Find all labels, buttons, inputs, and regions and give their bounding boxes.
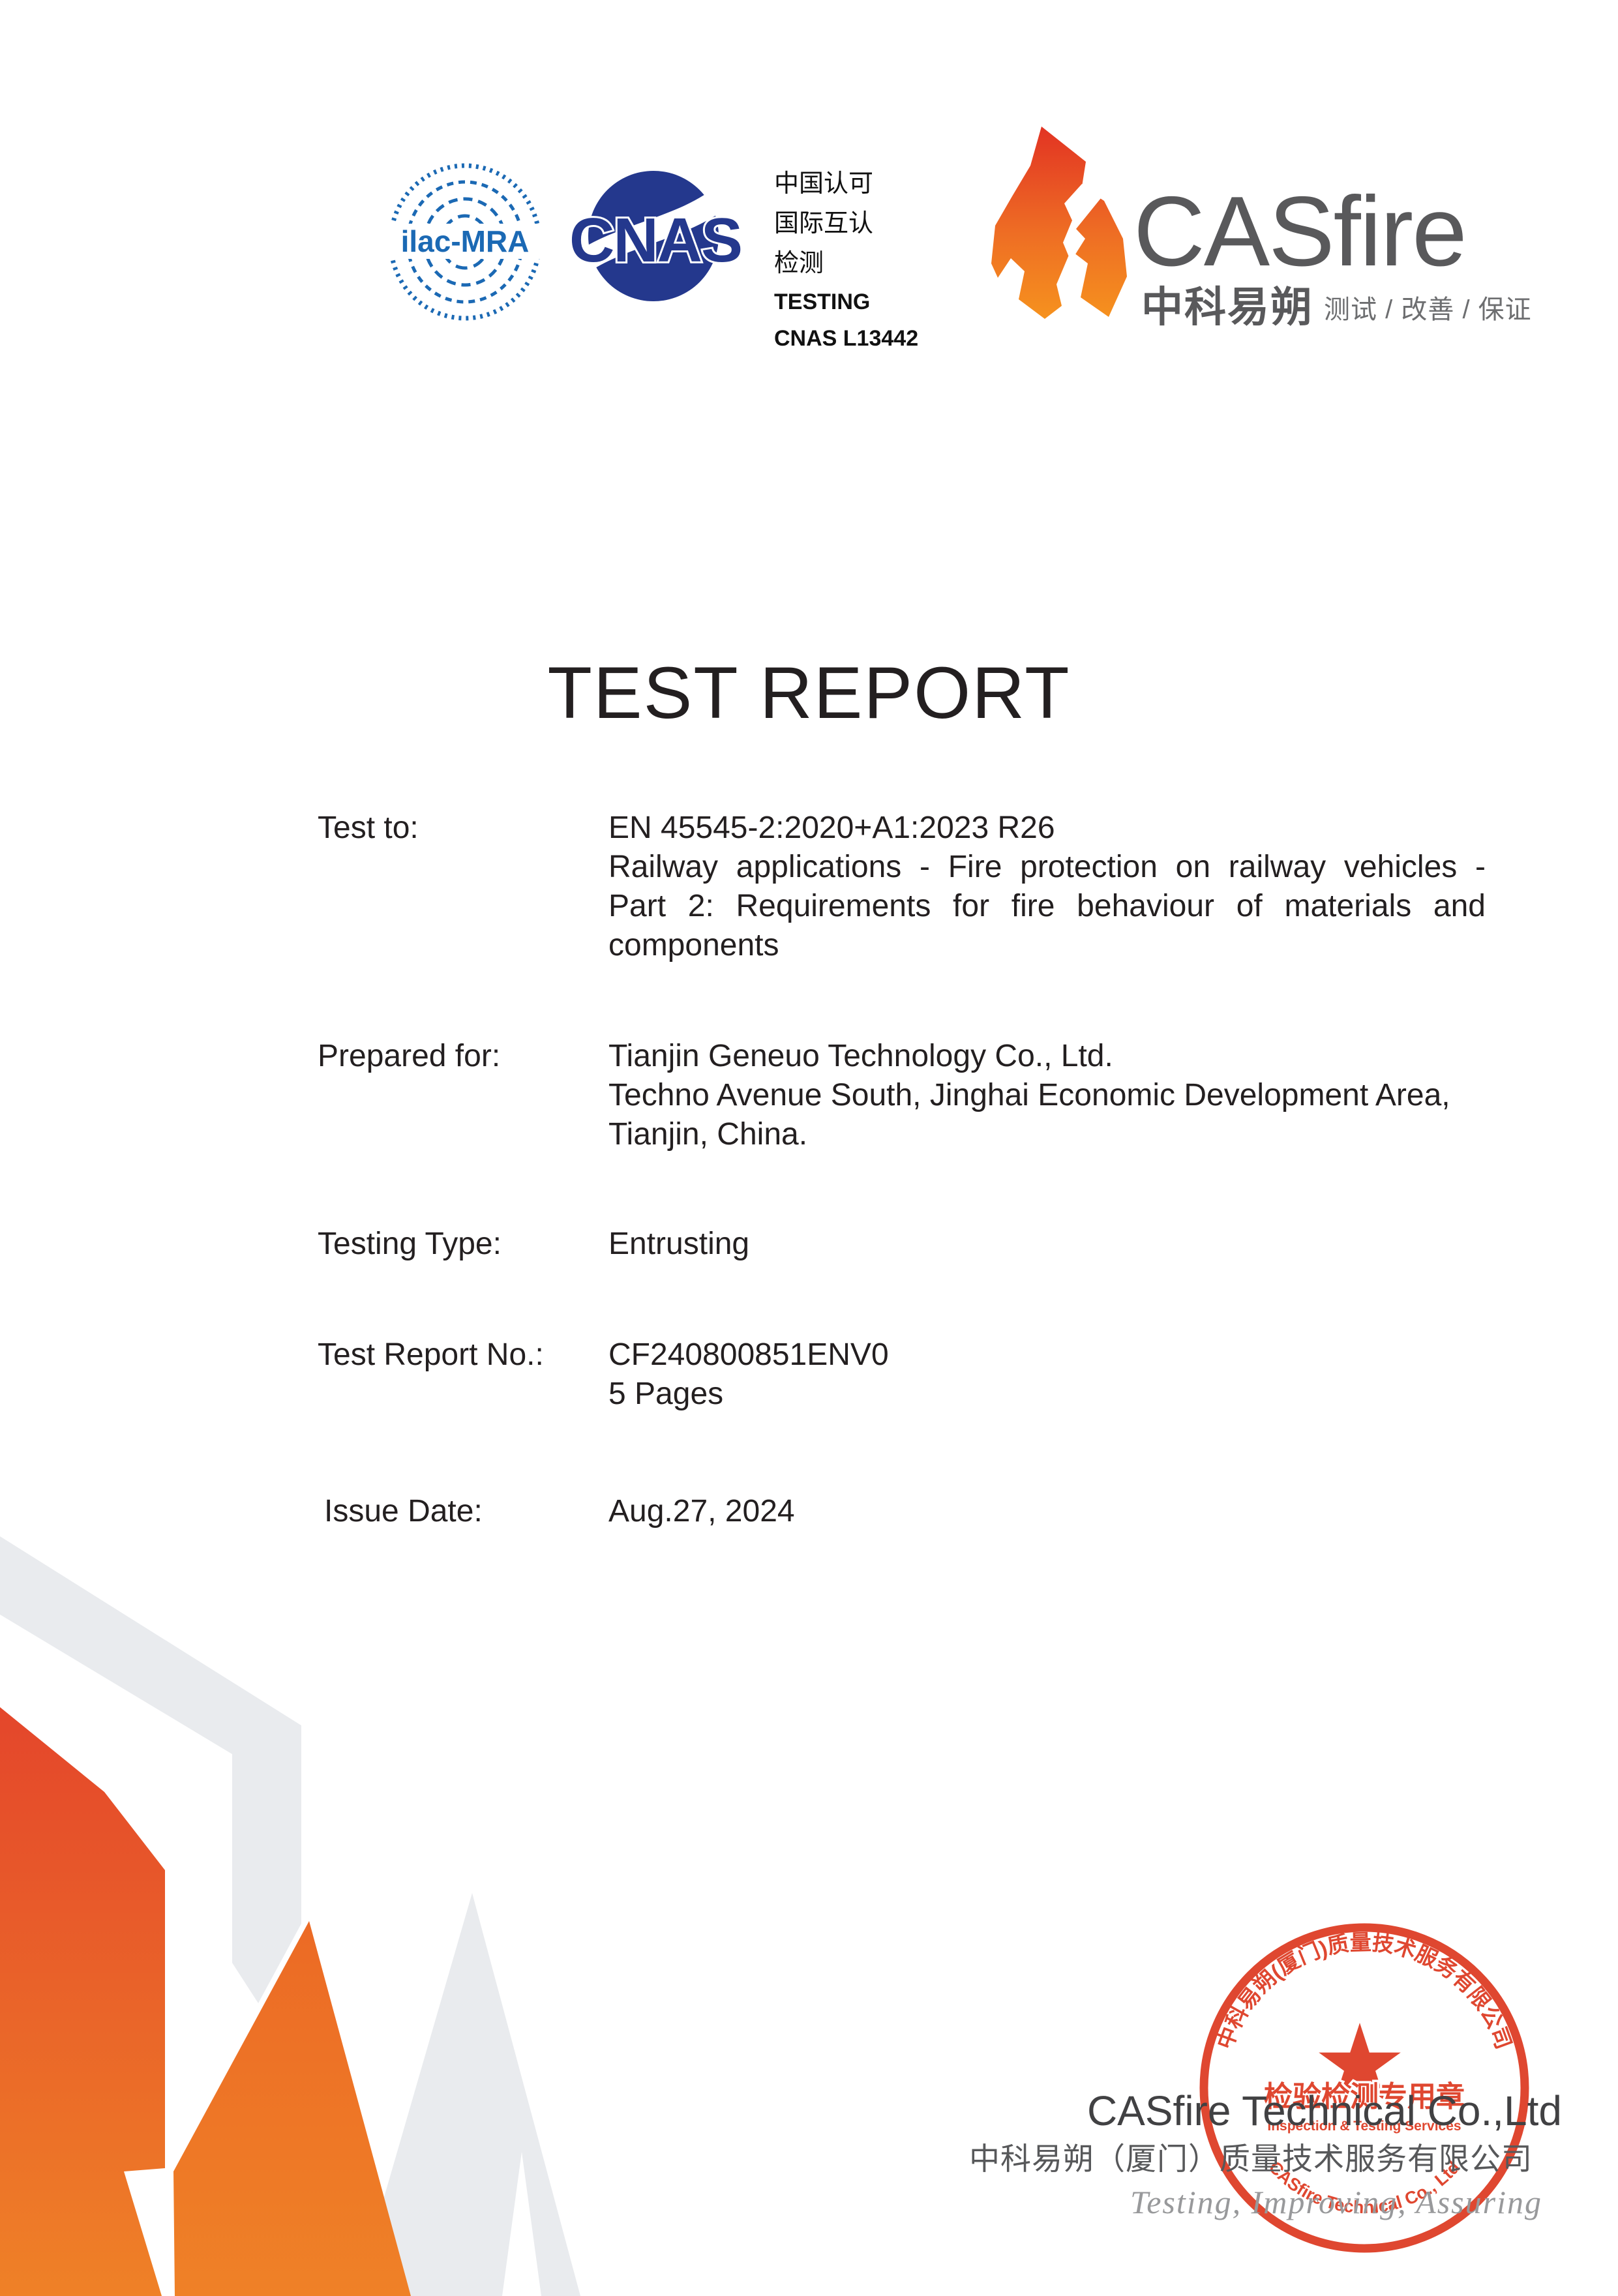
field-value-testing-type: Entrusting [608,1225,1486,1264]
standard-number: EN 45545-2:2020+A1:2023 R26 [608,811,1055,845]
footer-company-cn: 中科易朔（厦门）质量技术服务有限公司 [969,2141,1533,2176]
field-value-test-to: EN 45545-2:2020+A1:2023 R26 Railway appl… [608,809,1486,965]
footer-company-en: CASfire Technical Co.,Ltd [1086,2087,1562,2134]
accreditation-line: 中国认可 [774,170,874,198]
stamp-star-icon [1319,2023,1401,2101]
issue-date-value: Aug.27, 2024 [608,1494,795,1528]
page-count: 5 Pages [608,1377,724,1411]
field-value-issue-date: Aug.27, 2024 [608,1492,1486,1531]
casfire-chinese-name: 中科易朔 [1141,284,1313,331]
client-name: Tianjin Geneuo Technology Co., Ltd. [608,1039,1113,1073]
svg-text:中科易朔(厦门)质量技术服务有限公司: 中科易朔(厦门)质量技术服务有限公司 [1212,1930,1516,2052]
field-label-report-no: Test Report No.: [318,1337,544,1372]
field-label-test-to: Test to: [318,811,419,845]
field-label-issue-date: Issue Date: [324,1494,483,1528]
stamp-center-cn-text: 检验检测专用章 [1264,2080,1465,2113]
company-seal-stamp: 中科易朔(厦门)质量技术服务有限公司 检验检测专用章 Inspection & … [1199,1923,1529,2253]
standard-title-line: Part 2: Requirements for fire behaviour … [608,889,1486,923]
cnas-logo: CNAS [567,171,745,301]
stamp-center-en-text: Inspection & Testing Services [1267,2119,1461,2134]
field-value-prepared-for: Tianjin Geneuo Technology Co., Ltd. Tech… [608,1037,1535,1154]
footer-slogan: Testing, Improving, Assuring [1130,2184,1542,2220]
accreditation-testing-label: TESTING [774,290,871,314]
gray-chevron-band [0,1536,301,2003]
page-title: TEST REPORT [547,652,1071,734]
testing-type-value: Entrusting [608,1227,750,1261]
field-value-report-no: CF240800851ENV0 5 Pages [608,1335,1486,1414]
ilac-mra-text: ilac-MRA [401,224,530,258]
standard-title-line: Railway applications - Fire protection o… [608,850,1486,884]
accreditation-line: 检测 [774,250,824,277]
white-valley-notch [502,2152,541,2296]
report-number: CF240800851ENV0 [608,1337,889,1372]
accreditation-cnas-number: CNAS L13442 [774,326,919,351]
accreditation-line: 国际互认 [774,210,874,237]
accreditation-block: 中国认可 国际互认 检测 TESTING CNAS L13442 [774,164,918,357]
cnas-text: CNAS [569,205,742,275]
orange-mountain [173,1921,411,2296]
casfire-wordmark: CASfire [1133,176,1467,287]
standard-title-line: components [608,928,779,962]
stamp-arc-top-text: 中科易朔(厦门)质量技术服务有限公司 [1212,1930,1516,2052]
casfire-tagline: 测试 / 改善 / 保证 [1324,295,1532,324]
field-label-prepared-for: Prepared for: [318,1039,501,1073]
field-label-testing-type: Testing Type: [318,1227,502,1261]
ilac-mra-logo: ilac-MRA [388,163,542,321]
casfire-flame-icon [991,127,1127,319]
client-address-line: Tianjin, China. [608,1117,808,1152]
client-address-line: Techno Avenue South, Jinghai Economic De… [608,1078,1450,1112]
orange-left-shape [0,1707,165,2296]
